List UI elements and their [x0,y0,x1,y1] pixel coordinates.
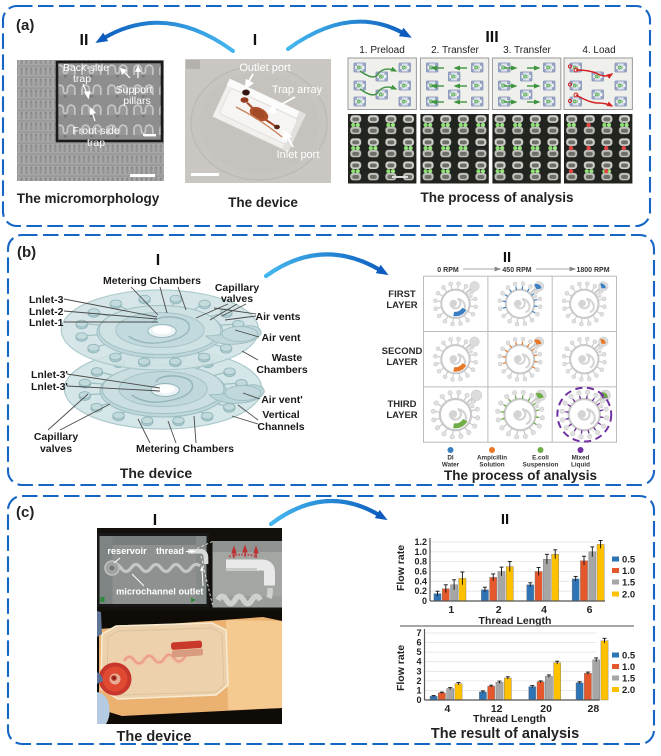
svg-text:6: 6 [587,604,593,616]
svg-text:Outlet port: Outlet port [239,62,290,74]
svg-text:Trap array: Trap array [272,84,323,96]
svg-text:trap: trap [73,73,91,85]
svg-text:thread: thread [156,546,184,556]
svg-text:0.6: 0.6 [414,567,427,577]
svg-text:outlet: outlet [178,587,203,597]
svg-text:2: 2 [416,676,421,686]
svg-text:The process of analysis: The process of analysis [444,468,597,483]
svg-text:Lnlet-3': Lnlet-3' [31,381,68,393]
svg-text:THIRD: THIRD [387,399,416,410]
svg-text:3: 3 [416,666,421,676]
svg-text:(c): (c) [16,504,34,521]
svg-text:I: I [153,512,157,529]
svg-text:reservoir: reservoir [107,546,147,556]
svg-text:Air vent': Air vent' [261,394,303,406]
svg-text:The micromorphology: The micromorphology [17,191,160,206]
svg-text:Channels: Channels [257,421,304,433]
svg-text:0.2: 0.2 [414,586,427,596]
svg-text:Mixed: Mixed [572,455,590,462]
svg-text:0.4: 0.4 [414,576,427,586]
svg-text:1.5: 1.5 [622,578,636,589]
svg-text:450 RPM: 450 RPM [502,267,531,274]
svg-text:Front-side: Front-side [72,125,119,137]
svg-text:The device: The device [120,465,193,481]
svg-text:0: 0 [416,695,421,705]
svg-text:The device: The device [228,195,298,210]
svg-text:Lnlet-3: Lnlet-3 [29,294,64,306]
svg-text:I: I [156,252,160,269]
svg-text:Metering Chambers: Metering Chambers [136,443,234,455]
svg-text:1.0: 1.0 [622,566,635,577]
svg-text:1.5: 1.5 [622,674,636,685]
svg-text:2. Transfer: 2. Transfer [431,45,479,56]
svg-text:1800 RPM: 1800 RPM [576,267,609,274]
svg-text:Capillary: Capillary [34,431,79,443]
svg-text:Flow rate: Flow rate [395,645,407,691]
svg-text:II: II [501,511,509,528]
svg-text:4. Load: 4. Load [582,45,615,56]
svg-text:LAYER: LAYER [386,357,417,368]
svg-text:1: 1 [416,685,421,695]
svg-text:2.0: 2.0 [622,685,635,696]
svg-text:Air vent: Air vent [261,332,301,344]
svg-text:5: 5 [416,647,421,657]
svg-text:SECOND: SECOND [382,346,423,357]
svg-text:6: 6 [416,638,421,648]
svg-text:LAYER: LAYER [386,300,417,311]
svg-text:II: II [503,249,511,266]
svg-text:Thread Length: Thread Length [473,713,546,725]
svg-text:valves: valves [40,443,72,455]
svg-text:DI: DI [447,455,454,462]
svg-text:The process of analysis: The process of analysis [420,190,573,205]
svg-text:(b): (b) [17,244,36,261]
svg-text:1.0: 1.0 [622,662,635,673]
svg-text:3. Transfer: 3. Transfer [503,45,551,56]
svg-text:0.5: 0.5 [622,555,636,566]
svg-text:0.5: 0.5 [622,651,636,662]
svg-text:III: III [485,29,498,46]
svg-text:4: 4 [444,703,450,715]
svg-text:1: 1 [448,604,454,616]
svg-text:trap: trap [87,137,105,149]
svg-text:valves: valves [221,293,253,305]
svg-text:1.2: 1.2 [414,537,427,547]
svg-text:Chambers: Chambers [256,364,308,376]
svg-text:1.0: 1.0 [414,547,427,557]
svg-text:Metering Chambers: Metering Chambers [103,275,201,287]
svg-text:II: II [80,32,89,49]
svg-text:(a): (a) [16,17,34,34]
svg-text:Inlet port: Inlet port [277,149,320,161]
svg-text:0.8: 0.8 [414,557,427,567]
svg-text:The device: The device [117,729,192,745]
svg-text:28: 28 [588,703,600,715]
svg-text:Air vents: Air vents [256,311,301,323]
svg-text:7: 7 [416,628,421,638]
svg-text:0: 0 [422,596,427,606]
svg-text:I: I [253,32,257,49]
svg-text:2.0: 2.0 [622,590,635,601]
svg-text:The result of analysis: The result of analysis [431,726,579,742]
svg-text:Vertical: Vertical [262,409,299,421]
svg-text:Ampicillin: Ampicillin [477,455,507,462]
svg-text:Lnlet-1: Lnlet-1 [29,317,64,329]
svg-text:0 RPM: 0 RPM [437,267,459,274]
svg-text:Lnlet-3': Lnlet-3' [31,369,68,381]
svg-text:Flow rate: Flow rate [395,545,407,591]
svg-text:pillars: pillars [123,95,150,107]
svg-text:Waste: Waste [272,352,303,364]
svg-text:LAYER: LAYER [386,410,417,421]
svg-text:FIRST: FIRST [388,289,416,300]
svg-text:4: 4 [416,657,421,667]
svg-text:microchannel: microchannel [116,587,176,597]
svg-text:1. Preload: 1. Preload [359,45,405,56]
svg-text:E.coli: E.coli [532,455,549,462]
